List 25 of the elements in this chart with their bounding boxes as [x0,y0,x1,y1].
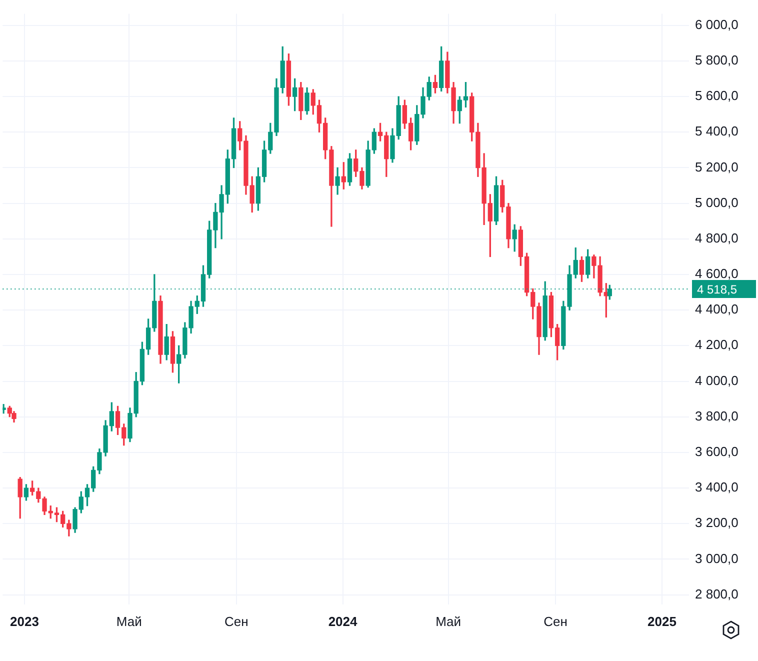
y-tick-label: 3 000,0 [695,550,738,566]
y-tick-label: 3 600,0 [695,444,738,460]
x-tick-label: Май [116,614,142,629]
y-tick-label: 2 800,0 [695,586,738,602]
y-tick-label: 4 600,0 [695,266,738,282]
y-tick-label: 4 200,0 [695,337,738,352]
x-tick-label: 2025 [648,614,676,629]
y-tick-label: 5 600,0 [695,88,738,104]
y-tick-label: 4 400,0 [695,302,738,317]
ref-line-label: 4 518,5 [697,282,738,296]
x-tick-label: Май [436,614,462,629]
y-tick-label: 4 800,0 [695,230,738,246]
y-tick-label: 4 000,0 [695,372,738,388]
y-tick-label: 3 200,0 [695,515,738,530]
y-tick-label: 5 000,0 [695,194,738,210]
x-tick-label: Сен [224,614,248,629]
x-tick-label: Сен [544,614,568,629]
y-tick-label: 3 400,0 [695,480,738,495]
y-tick-label: 5 800,0 [695,52,738,68]
y-tick-label: 5 200,0 [695,159,738,174]
y-tick-label: 3 800,0 [695,408,738,424]
y-tick-label: 5 400,0 [695,124,738,139]
y-tick-label: 6 000,0 [695,16,738,32]
x-tick-label: 2023 [10,614,39,629]
x-tick-label: 2024 [328,614,358,629]
